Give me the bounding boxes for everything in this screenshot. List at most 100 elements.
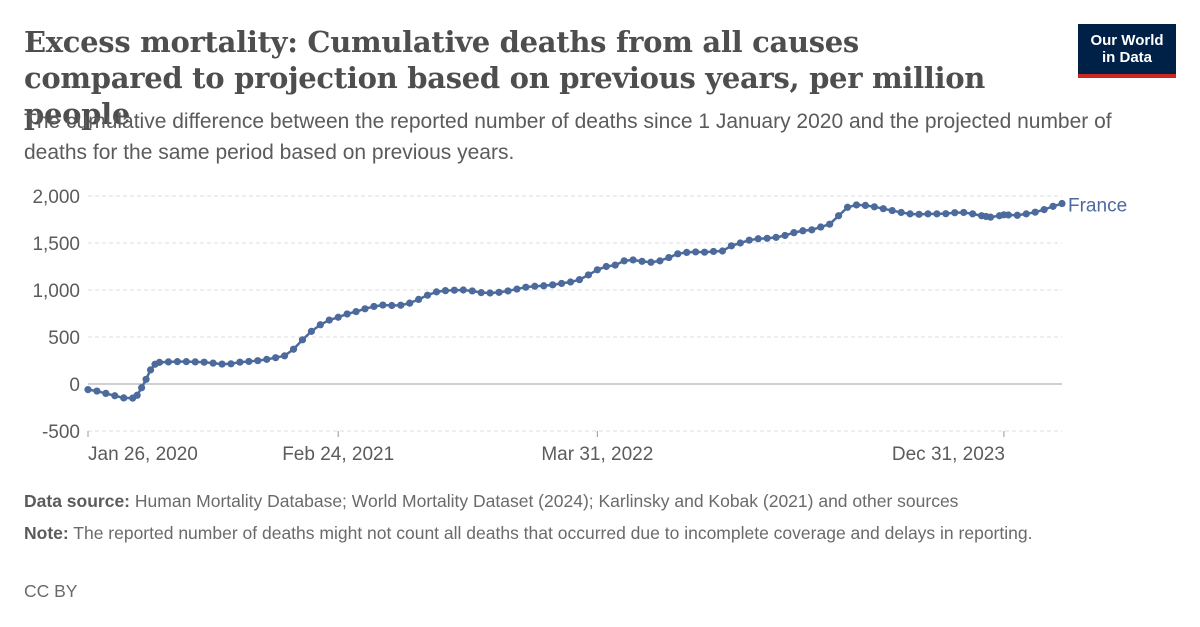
data-point[interactable]	[468, 287, 476, 295]
data-point[interactable]	[343, 310, 351, 318]
data-point[interactable]	[361, 305, 369, 313]
data-point[interactable]	[227, 360, 235, 368]
data-point[interactable]	[575, 276, 584, 284]
data-point[interactable]	[138, 384, 146, 392]
data-point[interactable]	[513, 285, 521, 293]
data-point[interactable]	[388, 301, 396, 310]
data-point[interactable]	[843, 203, 852, 211]
data-point[interactable]	[209, 359, 217, 367]
data-point[interactable]	[906, 210, 914, 218]
data-point[interactable]	[942, 210, 950, 218]
data-point[interactable]	[450, 286, 458, 294]
data-source-text[interactable]: Human Mortality Database; World Mortalit…	[134, 491, 959, 511]
data-point[interactable]	[245, 357, 253, 366]
data-point[interactable]	[593, 266, 601, 274]
data-point[interactable]	[522, 283, 530, 291]
data-point[interactable]	[986, 213, 995, 221]
series-label-france[interactable]: France	[1068, 196, 1127, 217]
data-point[interactable]	[441, 287, 450, 295]
data-point[interactable]	[683, 248, 691, 256]
data-point[interactable]	[951, 209, 959, 217]
data-point[interactable]	[656, 257, 664, 265]
data-point[interactable]	[808, 226, 816, 234]
data-point[interactable]	[700, 248, 709, 256]
data-point[interactable]	[969, 210, 977, 218]
data-point[interactable]	[960, 208, 968, 217]
data-point[interactable]	[263, 355, 271, 363]
data-point[interactable]	[924, 210, 932, 218]
data-point[interactable]	[1040, 206, 1048, 214]
data-point[interactable]	[102, 389, 110, 397]
data-point[interactable]	[182, 358, 190, 366]
data-point[interactable]	[602, 262, 610, 271]
data-point[interactable]	[432, 288, 441, 296]
data-point[interactable]	[352, 308, 360, 316]
data-point[interactable]	[638, 257, 646, 265]
license[interactable]: CC BY	[24, 581, 78, 601]
data-point[interactable]	[620, 257, 628, 265]
data-point[interactable]	[477, 289, 485, 297]
data-point[interactable]	[888, 206, 896, 215]
data-point[interactable]	[870, 203, 878, 211]
data-point[interactable]	[817, 223, 825, 231]
data-point[interactable]	[861, 201, 870, 209]
data-point[interactable]	[790, 229, 798, 237]
data-point[interactable]	[826, 220, 834, 228]
data-point[interactable]	[415, 295, 423, 303]
data-point[interactable]	[254, 357, 262, 365]
data-point[interactable]	[200, 358, 208, 366]
data-point[interactable]	[1049, 202, 1057, 210]
data-point[interactable]	[754, 235, 762, 243]
data-point[interactable]	[316, 321, 324, 329]
data-point[interactable]	[504, 287, 512, 295]
data-point[interactable]	[647, 258, 655, 266]
data-point[interactable]	[173, 358, 181, 366]
data-point[interactable]	[111, 392, 119, 400]
data-point[interactable]	[557, 279, 566, 288]
data-point[interactable]	[1013, 211, 1021, 219]
data-point[interactable]	[611, 261, 619, 269]
data-point[interactable]	[307, 327, 315, 335]
data-point[interactable]	[1004, 211, 1012, 219]
data-point[interactable]	[406, 299, 414, 307]
data-point[interactable]	[692, 248, 700, 256]
data-point[interactable]	[272, 354, 280, 362]
data-point[interactable]	[745, 236, 753, 244]
data-point[interactable]	[781, 231, 789, 240]
data-point[interactable]	[289, 345, 298, 353]
data-point[interactable]	[799, 227, 807, 235]
data-point[interactable]	[84, 386, 92, 394]
data-point[interactable]	[218, 360, 226, 368]
data-point[interactable]	[120, 394, 128, 402]
data-point[interactable]	[1022, 210, 1030, 218]
data-point[interactable]	[133, 391, 141, 399]
data-point[interactable]	[423, 291, 432, 299]
data-point[interactable]	[164, 358, 173, 366]
data-point[interactable]	[146, 366, 155, 374]
data-point[interactable]	[736, 239, 744, 247]
data-point[interactable]	[879, 205, 887, 213]
data-point[interactable]	[191, 358, 199, 366]
owid-logo[interactable]: Our World in Data	[1078, 24, 1176, 78]
data-point[interactable]	[370, 302, 378, 311]
data-point[interactable]	[486, 289, 494, 297]
data-point[interactable]	[566, 278, 575, 286]
data-point[interactable]	[280, 352, 289, 360]
data-point[interactable]	[629, 256, 637, 264]
data-point[interactable]	[93, 387, 101, 395]
data-point[interactable]	[531, 282, 539, 290]
data-point[interactable]	[835, 212, 843, 220]
data-point[interactable]	[155, 358, 164, 366]
data-point[interactable]	[897, 208, 905, 217]
data-point[interactable]	[142, 375, 150, 383]
data-point[interactable]	[1031, 208, 1039, 216]
data-point[interactable]	[298, 336, 307, 344]
data-point[interactable]	[933, 210, 941, 218]
data-point[interactable]	[915, 210, 923, 218]
data-point[interactable]	[709, 247, 718, 256]
data-point[interactable]	[674, 250, 682, 258]
data-point[interactable]	[1058, 199, 1066, 208]
data-point[interactable]	[772, 233, 780, 241]
data-point[interactable]	[334, 313, 342, 321]
data-point[interactable]	[459, 286, 467, 294]
